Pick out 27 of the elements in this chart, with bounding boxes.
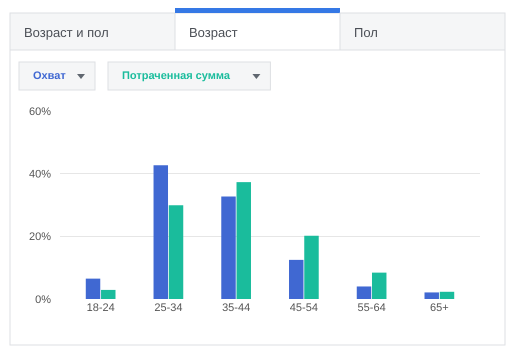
y-tick-label: 40%: [28, 168, 52, 181]
x-tick-label: 45-54: [290, 302, 318, 314]
bar: [440, 292, 454, 299]
bar: [101, 290, 116, 299]
x-tick-label: 55-64: [358, 302, 386, 314]
text: Возраст: [189, 25, 238, 40]
x-tick-label: 65+: [430, 302, 449, 314]
bar: [221, 196, 236, 299]
bar: [154, 165, 168, 299]
text: Охват: [33, 70, 66, 82]
x-tick-label: 18-24: [86, 302, 115, 314]
text: Возраст и пол: [24, 25, 109, 40]
x-tick-label: 35-44: [222, 302, 250, 314]
y-tick-label: 0%: [35, 294, 52, 306]
y-tick-label: 60%: [28, 106, 52, 118]
bar: [356, 286, 372, 299]
bar: [372, 272, 386, 299]
bar: [236, 182, 251, 299]
x-tick-label: 25-34: [154, 302, 182, 314]
bar: [304, 236, 319, 299]
text: Потраченная сумма: [122, 70, 231, 82]
bar: [424, 292, 439, 299]
bar: [86, 278, 100, 299]
text: Пол: [354, 25, 378, 40]
bar: [168, 205, 184, 299]
bar: [289, 260, 304, 299]
y-tick-label: 20%: [28, 231, 52, 244]
